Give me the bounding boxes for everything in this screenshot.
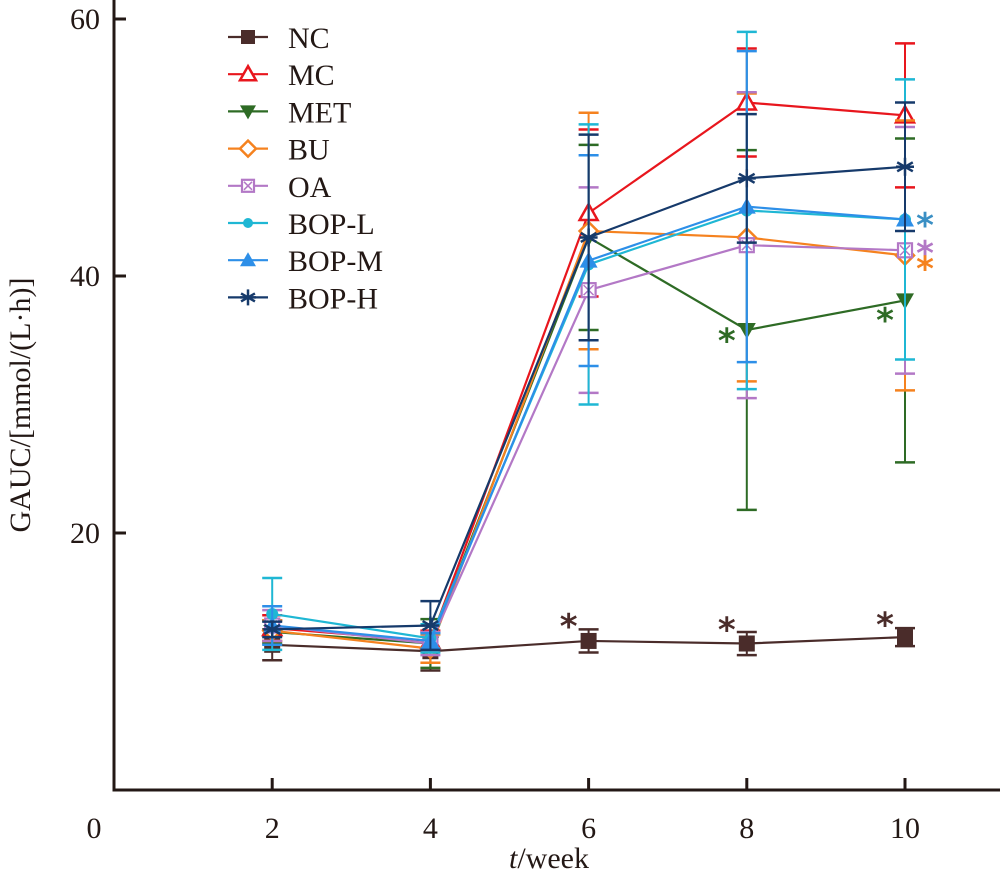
square-shape <box>241 30 255 44</box>
legend-label: MC <box>288 59 335 92</box>
x-tick-label: 6 <box>581 812 596 845</box>
legend-item-bop-h: BOP-H <box>228 282 378 315</box>
legend-label: BOP-M <box>288 245 383 278</box>
data-point <box>580 632 597 649</box>
square-shape <box>580 632 597 649</box>
data-point <box>737 169 756 188</box>
x-tick-label: 8 <box>739 812 754 845</box>
series-bop-h <box>262 101 915 652</box>
data-point <box>579 228 598 247</box>
data-point <box>421 616 440 635</box>
y-tick-label: 60 <box>70 3 100 36</box>
x-tick-label: 10 <box>890 812 920 845</box>
legend-label: BOP-H <box>288 282 378 315</box>
triangle-shape <box>240 105 256 120</box>
legend-label: MET <box>288 96 351 129</box>
legend-item-met: MET <box>228 96 351 129</box>
series-layer <box>261 30 917 672</box>
significance-asterisk: * <box>560 607 578 647</box>
data-point <box>738 635 755 652</box>
legend-marker <box>240 252 256 267</box>
cross-stroke <box>243 181 253 191</box>
data-point <box>897 629 913 646</box>
square-shape <box>738 635 755 652</box>
annotation-layer: * * ****** <box>560 206 934 651</box>
legend: NC MC MET BU OA BOP-L BOP-M BOP-H <box>228 22 383 315</box>
legend-item-bop-l: BOP-L <box>228 208 375 241</box>
significance-asterisk: * <box>718 322 736 362</box>
data-point <box>263 620 282 639</box>
legend-marker <box>240 178 256 193</box>
legend-item-bop-m: BOP-M <box>228 245 383 278</box>
x-tick-label: 2 <box>265 812 280 845</box>
legend-marker <box>243 218 253 228</box>
legend-label: NC <box>288 22 330 55</box>
origin-label: 0 <box>87 812 102 845</box>
diamond-shape <box>238 138 258 159</box>
square-shape <box>897 629 913 646</box>
legend-item-mc: MC <box>228 59 335 92</box>
triangle-shape <box>240 252 256 267</box>
significance-asterisk: * <box>916 250 934 290</box>
y-tick-label: 20 <box>70 517 100 550</box>
legend-label: BOP-L <box>288 208 375 241</box>
legend-label: OA <box>288 171 332 204</box>
y-axis-title: GAUC/[mmol/(L·h)] <box>4 278 37 533</box>
y-tick-label: 40 <box>70 260 100 293</box>
x-axis-title-unit: /week <box>517 842 589 875</box>
significance-asterisk: * <box>876 606 894 646</box>
legend-item-nc: NC <box>228 22 330 55</box>
legend-item-oa: OA <box>228 171 332 204</box>
axes: 20 40 60 2 4 6 8 10 0 <box>70 0 1000 845</box>
legend-marker <box>240 289 256 306</box>
x-axis-title: t/week <box>509 842 589 875</box>
data-point <box>896 157 914 176</box>
significance-asterisk: * <box>916 234 934 274</box>
circle-shape <box>243 218 253 228</box>
legend-marker <box>240 105 256 120</box>
legend-marker <box>241 30 255 44</box>
significance-asterisk: * <box>718 611 736 651</box>
x-axis-title-var: t <box>509 842 518 875</box>
x-tick-label: 4 <box>423 812 438 845</box>
triangle-shape <box>237 63 259 82</box>
significance-asterisk: * <box>876 301 894 341</box>
legend-label: BU <box>288 134 330 167</box>
legend-item-bu: BU <box>228 134 330 167</box>
legend-marker <box>238 138 258 159</box>
significance-asterisk: * <box>916 206 934 246</box>
legend-marker <box>237 63 259 82</box>
